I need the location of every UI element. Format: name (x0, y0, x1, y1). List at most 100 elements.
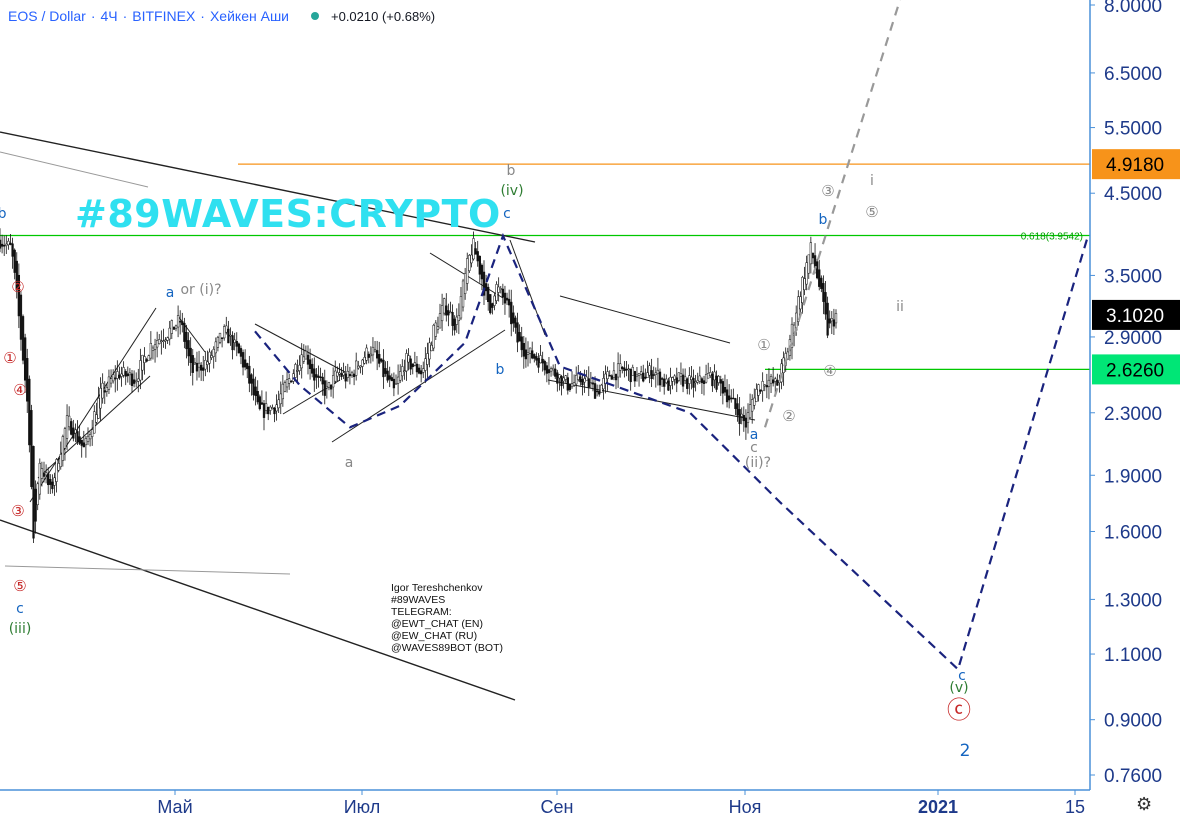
candle-body (484, 283, 488, 292)
candle-body (126, 373, 129, 377)
candle-body (577, 373, 580, 380)
wave-label: a (166, 285, 175, 301)
wave-label: b (819, 212, 828, 228)
candle-body (394, 383, 398, 385)
candle-body (382, 359, 385, 378)
candle-body (19, 294, 23, 340)
candle-body (193, 362, 197, 365)
candle-body (558, 374, 561, 379)
candle-body (497, 286, 500, 293)
wave-label: c (16, 601, 24, 617)
candle-body (495, 284, 498, 301)
candle-body (176, 315, 180, 328)
interval-label[interactable]: 4Ч (100, 8, 118, 24)
candle-body (231, 335, 234, 351)
candle-body (174, 325, 178, 329)
candle-body (191, 355, 194, 373)
wave-label: (iv) (500, 183, 523, 199)
candle-body (47, 473, 50, 486)
candle-body (623, 367, 626, 371)
candle-body (744, 417, 748, 428)
candle-body (363, 357, 366, 364)
gear-icon[interactable]: ⚙ (1136, 794, 1153, 814)
wave-label: c (503, 206, 511, 222)
chart-style-label[interactable]: Хейкен Аши (209, 8, 289, 24)
candle-body (725, 389, 729, 403)
candle-body (499, 288, 502, 290)
candle-body (181, 321, 184, 326)
candle-body (776, 379, 779, 386)
candle-body (704, 373, 708, 383)
wave-label: b (0, 206, 7, 222)
candle-body (575, 374, 578, 385)
candle-body (520, 336, 523, 351)
candle-body (116, 371, 119, 379)
y-tick-label: 1.1000 (1104, 645, 1162, 666)
candle-body (287, 378, 291, 384)
candle-body (296, 370, 299, 372)
candle-body (566, 377, 569, 391)
candle-body (114, 377, 117, 380)
wave-label: or (i)? (180, 282, 221, 298)
candle-body (306, 354, 310, 365)
candle-body (197, 362, 201, 368)
candle-body (166, 337, 169, 341)
candle-body (639, 371, 643, 375)
wave-label: ii (896, 299, 904, 315)
candle-body (409, 358, 412, 370)
candle-body (474, 248, 477, 255)
candle-body (663, 378, 666, 387)
candle-body (344, 373, 347, 382)
candle-body (443, 298, 446, 314)
candle-body (658, 371, 662, 386)
candle-body (753, 397, 756, 406)
candle-body (763, 384, 766, 387)
candle-body (503, 292, 507, 304)
candle-body (616, 363, 620, 378)
y-tick-label: 3.5000 (1104, 266, 1162, 287)
price-label-box (1092, 299, 1180, 330)
candle-body (206, 361, 209, 365)
candle-body (675, 377, 678, 384)
credit-line: Igor Tereshchenkov (391, 582, 483, 594)
candle-body (151, 347, 155, 351)
candle-body (621, 366, 624, 369)
candle-body (581, 379, 584, 386)
candle-body (426, 353, 429, 365)
wave-circled-label: ① (757, 336, 770, 354)
candle-body (606, 371, 609, 380)
candle-body (468, 255, 471, 271)
candle-body (828, 318, 831, 324)
candle-body (449, 311, 452, 314)
candle-body (141, 354, 144, 371)
candle-body (88, 434, 92, 440)
candle-body (809, 242, 813, 265)
candle-body (526, 352, 530, 355)
symbol-label[interactable]: EOS / Dollar (8, 8, 86, 24)
trend-line (0, 131, 536, 243)
candle-body (281, 383, 285, 400)
candle-body (315, 374, 318, 378)
candle-body (290, 380, 293, 383)
candle-body (91, 429, 94, 437)
candle-body (572, 382, 576, 386)
wave-label: (v) (949, 680, 968, 696)
projection-paths (254, 0, 1090, 672)
candle-body (227, 328, 230, 344)
candle-body (539, 355, 542, 364)
candle-body (593, 383, 597, 399)
candle-body (690, 376, 693, 380)
candle-body (447, 310, 450, 316)
candle-body (564, 375, 567, 380)
candle-body (51, 481, 54, 490)
candle-body (656, 369, 660, 375)
candle-body (285, 379, 289, 388)
candle-body (0, 243, 4, 247)
candle-body (264, 403, 268, 411)
candle-body (248, 365, 251, 384)
market-status-icon (311, 12, 319, 20)
candlesticks (0, 228, 838, 544)
candle-body (378, 354, 381, 364)
wave-label: a (345, 455, 354, 471)
